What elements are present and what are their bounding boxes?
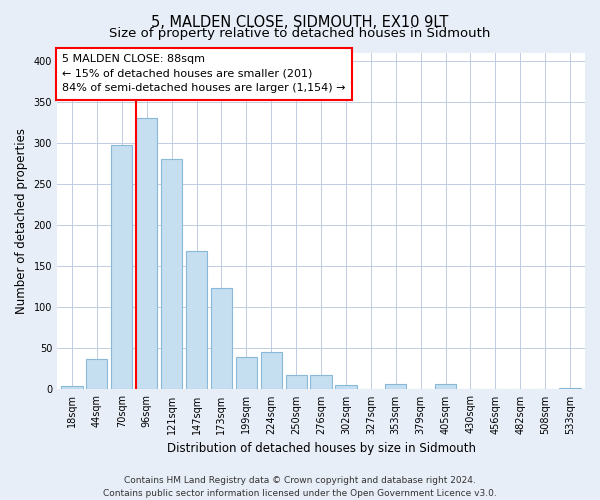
X-axis label: Distribution of detached houses by size in Sidmouth: Distribution of detached houses by size … [167,442,476,455]
Text: Contains HM Land Registry data © Crown copyright and database right 2024.
Contai: Contains HM Land Registry data © Crown c… [103,476,497,498]
Y-axis label: Number of detached properties: Number of detached properties [15,128,28,314]
Bar [310,374,332,390]
Bar [61,386,83,390]
Bar [286,376,307,390]
Bar [260,352,282,390]
Text: Size of property relative to detached houses in Sidmouth: Size of property relative to detached ho… [109,28,491,40]
Bar [86,359,107,390]
Bar [335,386,356,390]
Bar [161,160,182,390]
Bar [559,388,581,390]
Bar [186,250,207,390]
Bar [111,146,133,390]
Bar [435,384,456,390]
Bar [385,384,406,390]
Bar [211,288,232,390]
Bar [236,356,257,390]
Bar [136,118,157,390]
Text: 5 MALDEN CLOSE: 88sqm
← 15% of detached houses are smaller (201)
84% of semi-det: 5 MALDEN CLOSE: 88sqm ← 15% of detached … [62,54,346,93]
Text: 5, MALDEN CLOSE, SIDMOUTH, EX10 9LT: 5, MALDEN CLOSE, SIDMOUTH, EX10 9LT [151,15,449,30]
